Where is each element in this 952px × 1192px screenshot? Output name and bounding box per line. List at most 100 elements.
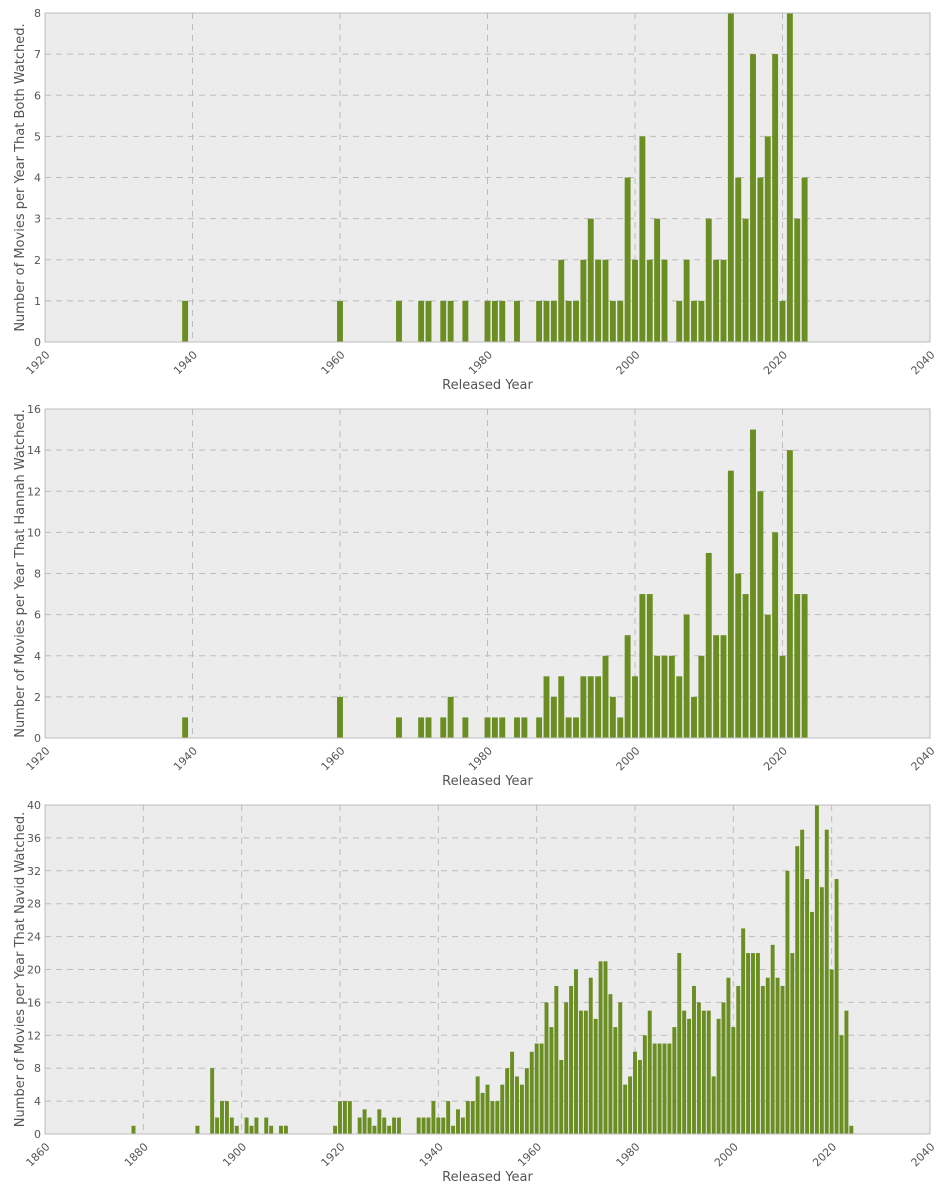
bar-1992 [573, 300, 579, 343]
bar-1964 [554, 985, 559, 1134]
bar-1977 [618, 1002, 623, 1134]
bar-2014 [800, 829, 805, 1134]
bar-2021 [786, 13, 793, 342]
bar-1992 [573, 717, 579, 738]
bar-1961 [539, 1043, 544, 1134]
x-tick-label: 2020 [761, 348, 790, 377]
bar-1995 [706, 1010, 711, 1135]
bar-1979 [628, 1076, 633, 1134]
y-tick-label: 5 [34, 130, 41, 143]
bar-1925 [362, 1109, 367, 1134]
bar-2006 [676, 676, 683, 738]
bar-1920 [338, 1101, 342, 1134]
bar-1972 [425, 300, 432, 343]
bar-1951 [490, 1101, 495, 1134]
bar-1981 [491, 300, 498, 343]
bar-1960 [337, 300, 343, 343]
bar-1995 [595, 676, 602, 738]
bar-2012 [720, 259, 727, 342]
bar-2013 [795, 846, 800, 1135]
bar-2015 [742, 218, 749, 343]
bar-2022 [794, 594, 801, 738]
bar-1996 [602, 655, 609, 738]
bar-1987 [536, 717, 543, 738]
bar-1990 [558, 259, 565, 342]
bar-1980 [484, 717, 491, 738]
bar-2022 [794, 218, 801, 343]
bar-2008 [691, 696, 697, 739]
bar-1990 [558, 676, 565, 738]
chart-panel-3: 0 4 8 12 16 20 24 28 32 36 40 1860 1880 1900 1920 1940 1… [13, 799, 938, 1185]
bar-1891 [195, 1125, 200, 1134]
x-tick-label: 2040 [909, 1140, 938, 1169]
bar-2019 [772, 54, 779, 343]
bar-1988 [543, 676, 550, 738]
bar-1957 [519, 1084, 524, 1134]
plot-frame [44, 12, 931, 343]
y-tick-label: 28 [27, 898, 41, 911]
x-tick-label: 1900 [220, 1140, 249, 1169]
bar-1985 [521, 717, 528, 738]
bar-1878 [131, 1125, 136, 1134]
bar-1998 [617, 717, 624, 738]
bar-1969 [578, 1010, 583, 1135]
bar-2023 [801, 594, 808, 738]
bar-1987 [536, 300, 543, 343]
bar-2000 [632, 259, 638, 342]
bar-1939 [182, 717, 189, 738]
bar-1984 [514, 717, 520, 738]
bar-2007 [683, 259, 690, 342]
bar-1937 [421, 1117, 426, 1134]
x-tick-label: 1940 [171, 348, 200, 377]
bar-2002 [646, 259, 653, 342]
bar-2018 [819, 887, 824, 1134]
bar-1999 [726, 977, 731, 1134]
bar-1908 [279, 1125, 283, 1134]
x-tick-label: 1860 [24, 1140, 53, 1169]
bar-1991 [565, 300, 572, 343]
bar-1980 [484, 300, 491, 343]
y-tick-label: 2 [34, 691, 41, 704]
y-tick-label: 20 [27, 964, 41, 977]
bar-2000 [632, 676, 638, 738]
y-tick-label: 4 [34, 1095, 41, 1108]
bar-1954 [505, 1068, 510, 1134]
bar-1980 [633, 1051, 637, 1134]
x-tick-label: 1980 [466, 348, 495, 377]
bar-2013 [727, 470, 734, 738]
bar-1953 [500, 1084, 505, 1134]
x-axis-label: Released Year [442, 378, 533, 393]
bar-2017 [757, 491, 764, 738]
bar-2024 [849, 1125, 854, 1134]
bar-1929 [382, 1117, 387, 1134]
bar-2023 [844, 1010, 849, 1135]
bar-1981 [491, 717, 498, 738]
bar-1982 [499, 717, 506, 738]
bar-1965 [559, 1059, 564, 1134]
bar-1898 [229, 1117, 234, 1134]
bar-1942 [446, 1101, 451, 1134]
bar-2020 [829, 969, 834, 1134]
bar-1919 [333, 1125, 338, 1134]
bar-2007 [683, 614, 690, 739]
bar-2003 [746, 953, 751, 1134]
y-tick-label: 40 [27, 799, 41, 812]
bar-1967 [569, 985, 574, 1134]
bar-1932 [397, 1117, 401, 1134]
y-tick-label: 0 [34, 1128, 41, 1141]
bar-2022 [839, 1035, 844, 1134]
bar-2004 [661, 655, 668, 738]
bar-1992 [692, 985, 696, 1134]
bar-1981 [637, 1059, 642, 1134]
bar-1968 [396, 717, 402, 738]
bar-1909 [283, 1125, 288, 1134]
bar-1903 [254, 1117, 259, 1134]
bar-2009 [698, 655, 705, 738]
bar-1994 [587, 218, 594, 343]
x-tick-label: 1920 [319, 1140, 348, 1169]
bar-1966 [564, 1002, 569, 1134]
bar-1999 [624, 177, 631, 342]
bar-1924 [357, 1117, 362, 1134]
bar-2006 [676, 300, 683, 343]
y-tick-label: 1 [34, 295, 41, 308]
